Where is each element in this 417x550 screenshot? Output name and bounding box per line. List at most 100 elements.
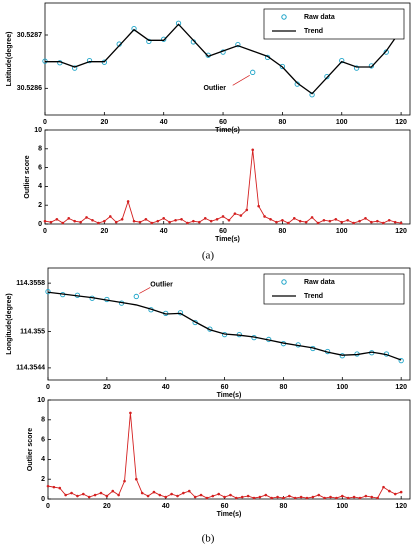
y-tick-label: 10 [37,397,45,404]
score-point [239,214,243,217]
score-point [393,220,397,224]
score-point [55,218,59,221]
score-point [117,493,120,497]
score-point [311,495,315,499]
legend-box [263,273,405,305]
y-tick-label: 6 [41,436,45,443]
raw-point [133,293,139,300]
score-point [233,212,237,215]
score-point [103,219,106,223]
x-tick-label: 0 [43,119,47,126]
score-point [132,219,136,223]
raw-point [131,25,137,32]
score-point [393,492,397,496]
score-point [187,489,191,493]
score-point [382,485,385,489]
score-point [381,221,385,225]
score-point [364,494,368,498]
score-point [99,491,103,495]
series-line [47,412,402,499]
raw-point [398,357,404,364]
legend-marker [281,279,287,285]
y-axis-label: Outlier score [24,155,31,198]
score-point [58,486,62,490]
score-point [328,219,332,223]
score-point [43,219,47,223]
score-point [82,492,85,496]
score-point [275,220,278,224]
x-tick-label: 80 [278,228,286,235]
raw-point [353,65,360,71]
series-line [47,291,402,361]
score-point [182,491,185,495]
score-point [364,217,367,220]
score-point [215,218,219,221]
y-tick-label: 8 [38,146,42,153]
x-tick-label: 100 [336,228,348,235]
y-tick-label: 4 [41,456,45,463]
score-point [335,496,338,500]
series-line [44,149,402,224]
score-point [114,220,118,224]
x-axis-label: Time(s) [217,392,242,399]
score-point [61,221,65,225]
score-point [129,411,132,415]
score-point [263,215,266,218]
score-point [176,494,179,498]
legend-label: Raw data [304,14,335,21]
score-point [146,494,150,498]
score-point [341,494,344,498]
score-point [288,494,291,498]
score-point [198,220,201,224]
score-point [203,217,207,220]
score-point [93,493,97,497]
raw-point [177,310,184,316]
y-tick-label: 114.355 [20,328,45,335]
score-point [144,218,148,221]
raw-point [161,36,167,42]
x-tick-label: 20 [100,228,108,235]
score-point [186,221,189,225]
score-point [105,494,109,498]
score-point [70,491,73,495]
score-point [246,494,250,498]
x-axis-label: Time(s) [217,511,242,518]
y-axis-label: Latitude(degree) [6,32,13,87]
x-tick-label: 60 [221,384,229,391]
score-point [298,219,302,223]
score-point [323,496,326,500]
score-point [67,217,71,220]
caption: (a) [202,250,215,262]
y-axis-label: Longitude(degree) [6,293,13,354]
plot-frame [44,129,411,225]
x-tick-label: 0 [46,384,50,391]
x-tick-label: 20 [100,119,108,126]
annotation: Outlier [203,85,226,92]
score-point [346,496,350,500]
score-point [293,496,297,500]
y-tick-label: 6 [38,164,42,171]
x-tick-label: 20 [103,503,111,510]
score-point [310,216,314,219]
x-tick-label: 120 [395,119,407,126]
score-point [193,495,197,499]
series-line [45,23,402,95]
score-point [123,479,126,483]
score-point [334,218,338,221]
y-tick-label: 10 [34,127,42,134]
y-tick-label: 0 [41,496,45,503]
score-point [257,204,260,208]
score-point [358,219,361,223]
score-point [376,219,379,223]
x-tick-label: 80 [280,384,288,391]
score-point [317,493,321,497]
score-point [174,218,177,222]
score-point [79,220,82,224]
raw-point [368,63,375,69]
score-point [111,489,115,493]
x-tick-label: 60 [221,503,229,510]
score-point [322,218,326,222]
raw-point [146,38,152,45]
x-tick-label: 20 [103,384,111,391]
score-point [316,221,320,225]
